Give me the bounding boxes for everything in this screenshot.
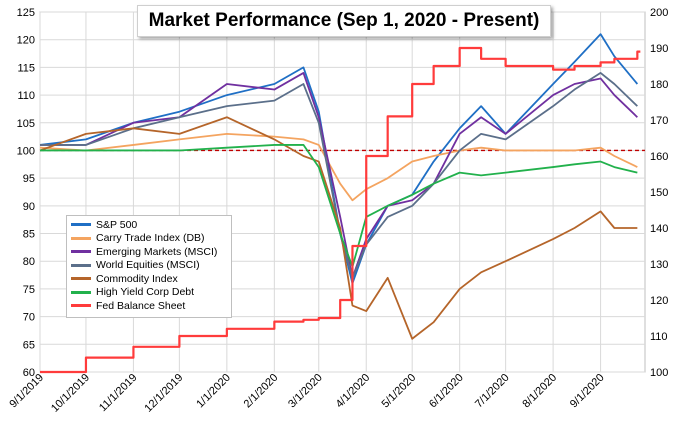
y-tick-label-left: 70 <box>23 312 35 324</box>
legend: S&P 500 Carry Trade Index (DB) Emerging Ma… <box>66 215 232 318</box>
y-tick-label-left: 105 <box>17 118 35 130</box>
y-tick-label-right: 170 <box>650 115 668 127</box>
legend-item: Emerging Markets (MSCI) <box>71 245 227 259</box>
x-tick-label: 6/1/2020 <box>427 372 466 411</box>
y-tick-label-right: 110 <box>650 331 668 343</box>
legend-label: Commodity Index <box>96 272 178 285</box>
y-tick-label-right: 120 <box>650 295 668 307</box>
y-tick-label-right: 130 <box>650 259 668 271</box>
y-tick-label-left: 90 <box>23 201 35 213</box>
y-tick-label-left: 65 <box>23 339 35 351</box>
legend-label: Emerging Markets (MSCI) <box>96 245 218 258</box>
chart-title: Market Performance (Sep 1, 2020 - Presen… <box>137 5 551 37</box>
y-tick-label-left: 125 <box>17 7 35 19</box>
legend-item: High Yield Corp Debt <box>71 286 227 300</box>
y-tick-label-left: 85 <box>23 229 35 241</box>
y-tick-label-right: 100 <box>650 367 668 379</box>
y-tick-label-right: 190 <box>650 43 668 55</box>
series-lines <box>39 33 641 374</box>
series-line-s-p-500 <box>39 33 639 285</box>
x-tick-label: 2/1/2020 <box>242 372 281 411</box>
x-tick-label: 8/1/2020 <box>520 372 559 411</box>
legend-swatch <box>71 223 91 227</box>
legend-item: Carry Trade Index (DB) <box>71 232 227 246</box>
x-tick-label: 4/1/2020 <box>334 372 373 411</box>
y-tick-label-right: 160 <box>650 151 668 163</box>
y-tick-label-left: 80 <box>23 256 35 268</box>
x-tick-label: 7/1/2020 <box>473 372 512 411</box>
series-line-emerging-markets-msci <box>40 72 638 279</box>
y-tick-label-left: 75 <box>23 284 35 296</box>
y-tick-label-right: 200 <box>650 7 668 19</box>
y-tick-label-right: 150 <box>650 187 668 199</box>
legend-swatch <box>71 304 91 308</box>
legend-swatch <box>71 263 91 267</box>
legend-item: S&P 500 <box>71 218 227 232</box>
series-line-world-equities-msci <box>40 72 638 279</box>
x-tick-label: 1/1/2020 <box>194 372 233 411</box>
legend-item: Commodity Index <box>71 272 227 286</box>
y-tick-label-left: 95 <box>23 173 35 185</box>
y-tick-label-right: 180 <box>650 79 668 91</box>
x-tick-label: 11/1/2019 <box>97 372 140 415</box>
y-tick-label-right: 140 <box>650 223 668 235</box>
legend-item: Fed Balance Sheet <box>71 299 227 313</box>
legend-label: High Yield Corp Debt <box>96 286 195 299</box>
y-tick-label-left: 100 <box>17 145 35 157</box>
series-line-commodity-index <box>39 116 638 340</box>
x-tick-label: 10/1/2019 <box>49 372 92 415</box>
legend-label: S&P 500 <box>96 218 138 231</box>
legend-item: World Equities (MSCI) <box>71 259 227 273</box>
legend-swatch <box>71 277 91 281</box>
x-tick-label: 3/1/2020 <box>286 372 325 411</box>
series-line-carry-trade-index-db <box>39 132 638 202</box>
legend-label: Fed Balance Sheet <box>96 299 186 312</box>
y-tick-label-left: 110 <box>17 90 35 102</box>
y-tick-label-left: 60 <box>23 367 35 379</box>
x-tick-label: 9/1/2020 <box>568 372 607 411</box>
y-tick-label-left: 115 <box>17 62 35 74</box>
series-line-fed-balance-sheet <box>40 46 641 374</box>
x-tick-label: 12/1/2019 <box>142 372 185 415</box>
legend-label: World Equities (MSCI) <box>96 259 200 272</box>
legend-swatch <box>71 236 91 240</box>
x-tick-label: 5/1/2020 <box>380 372 419 411</box>
y-tick-label-left: 120 <box>17 35 35 47</box>
grid <box>39 11 646 373</box>
legend-swatch <box>71 250 91 254</box>
series-line-high-yield-corp-debt <box>40 144 638 268</box>
plot-area <box>39 11 646 373</box>
legend-label: Carry Trade Index (DB) <box>96 232 205 245</box>
legend-swatch <box>71 290 91 294</box>
